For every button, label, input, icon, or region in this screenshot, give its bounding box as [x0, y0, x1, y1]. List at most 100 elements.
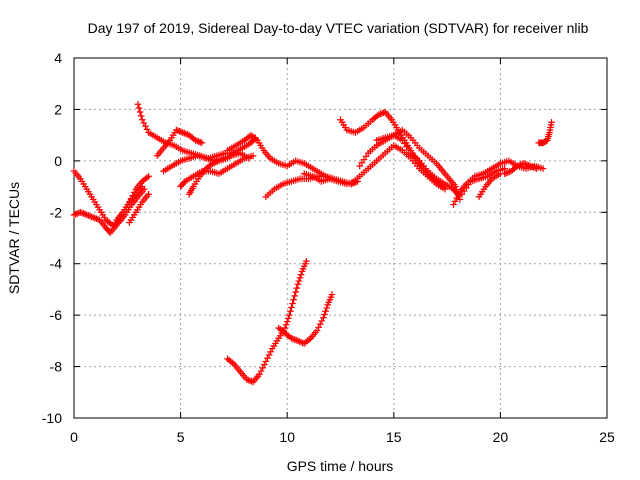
data-point: [136, 108, 144, 116]
data-point: [134, 100, 142, 108]
data-point: [323, 304, 330, 312]
data-point: [523, 161, 531, 169]
data-point: [328, 291, 336, 298]
data-point: [142, 122, 149, 130]
series-track-d: [126, 190, 152, 226]
data-point: [292, 288, 300, 296]
y-tick-label: -10: [42, 410, 62, 426]
data-point: [375, 111, 383, 118]
data-point: [528, 163, 536, 170]
y-tick-label: -2: [50, 204, 63, 220]
data-point: [135, 104, 143, 112]
data-point: [212, 158, 220, 166]
data-point: [295, 277, 303, 285]
chart-title: Day 197 of 2019, Sidereal Day-to-day VTE…: [88, 20, 589, 36]
data-point: [72, 210, 79, 218]
data-point: [249, 152, 257, 160]
data-point: [73, 210, 81, 217]
y-tick-label: -4: [50, 256, 63, 272]
data-point: [83, 211, 91, 219]
data-point: [520, 160, 528, 167]
data-point: [318, 317, 326, 325]
data-point: [321, 311, 328, 318]
data-point: [89, 214, 97, 221]
grid: [74, 58, 607, 418]
data-point: [256, 370, 263, 378]
data-point: [143, 126, 151, 133]
series-track-v: [224, 257, 310, 386]
y-tick-label: 4: [54, 50, 62, 66]
data-point: [296, 338, 303, 345]
data-point: [145, 172, 152, 180]
data-point: [517, 161, 524, 169]
data-point: [264, 354, 271, 362]
data-point: [209, 160, 216, 167]
data-point: [173, 126, 180, 134]
x-tick-label: 5: [177, 429, 185, 445]
data-point: [533, 165, 540, 172]
series-track-s: [475, 170, 504, 201]
data-point: [214, 158, 221, 165]
data-point: [93, 215, 100, 223]
data-point: [502, 169, 510, 177]
data-point: [322, 307, 329, 315]
data-point: [129, 192, 136, 199]
data-point: [85, 212, 92, 219]
tick-labels: 0 5 10 15 20 25 -10 -8 -6 -4 -2 0 2 4: [42, 50, 615, 445]
data-point: [450, 201, 457, 208]
data-point: [305, 336, 313, 343]
data-point: [539, 165, 547, 172]
data-point: [378, 109, 386, 117]
data-point: [143, 174, 151, 181]
x-tick-label: 25: [599, 429, 615, 445]
series-track-w: [275, 291, 336, 347]
data-point: [181, 129, 188, 137]
data-point: [291, 292, 298, 300]
y-tick-label: -8: [50, 359, 63, 375]
data-point: [262, 358, 270, 365]
data-point: [289, 300, 296, 307]
data-point: [193, 137, 201, 145]
data-point: [229, 359, 236, 367]
data-point: [195, 138, 203, 145]
series-track-r: [458, 165, 508, 198]
data-point: [174, 127, 182, 134]
series-track-n: [347, 142, 449, 193]
data-point: [257, 367, 265, 375]
data-point: [525, 162, 532, 169]
data-point: [453, 194, 460, 202]
data-point: [454, 191, 462, 199]
data-point: [286, 311, 293, 319]
data-point: [377, 110, 384, 118]
series-track-m: [337, 108, 447, 190]
series-track-i: [185, 147, 240, 198]
x-axis-label: GPS time / hours: [287, 458, 394, 474]
series-track-p: [373, 126, 464, 203]
data-point: [70, 211, 78, 219]
data-point: [316, 320, 324, 328]
data-point: [267, 348, 274, 356]
data-point: [452, 183, 459, 190]
data-point: [259, 364, 266, 372]
data-point: [315, 324, 322, 331]
data-points: [70, 100, 555, 386]
data-point: [530, 163, 537, 171]
data-point: [130, 189, 138, 196]
data-point: [88, 213, 95, 221]
y-tick-label: 2: [54, 101, 62, 117]
data-point: [296, 274, 304, 282]
x-tick-label: 10: [279, 429, 295, 445]
series-track-a: [70, 167, 148, 229]
data-point: [248, 378, 255, 385]
data-point: [303, 257, 310, 265]
data-point: [313, 327, 321, 334]
data-point: [137, 112, 145, 120]
series-track-t: [501, 160, 540, 178]
data-point: [288, 334, 295, 342]
data-point: [289, 335, 297, 343]
data-point: [284, 315, 292, 322]
data-point: [522, 160, 529, 168]
data-point: [127, 195, 135, 203]
